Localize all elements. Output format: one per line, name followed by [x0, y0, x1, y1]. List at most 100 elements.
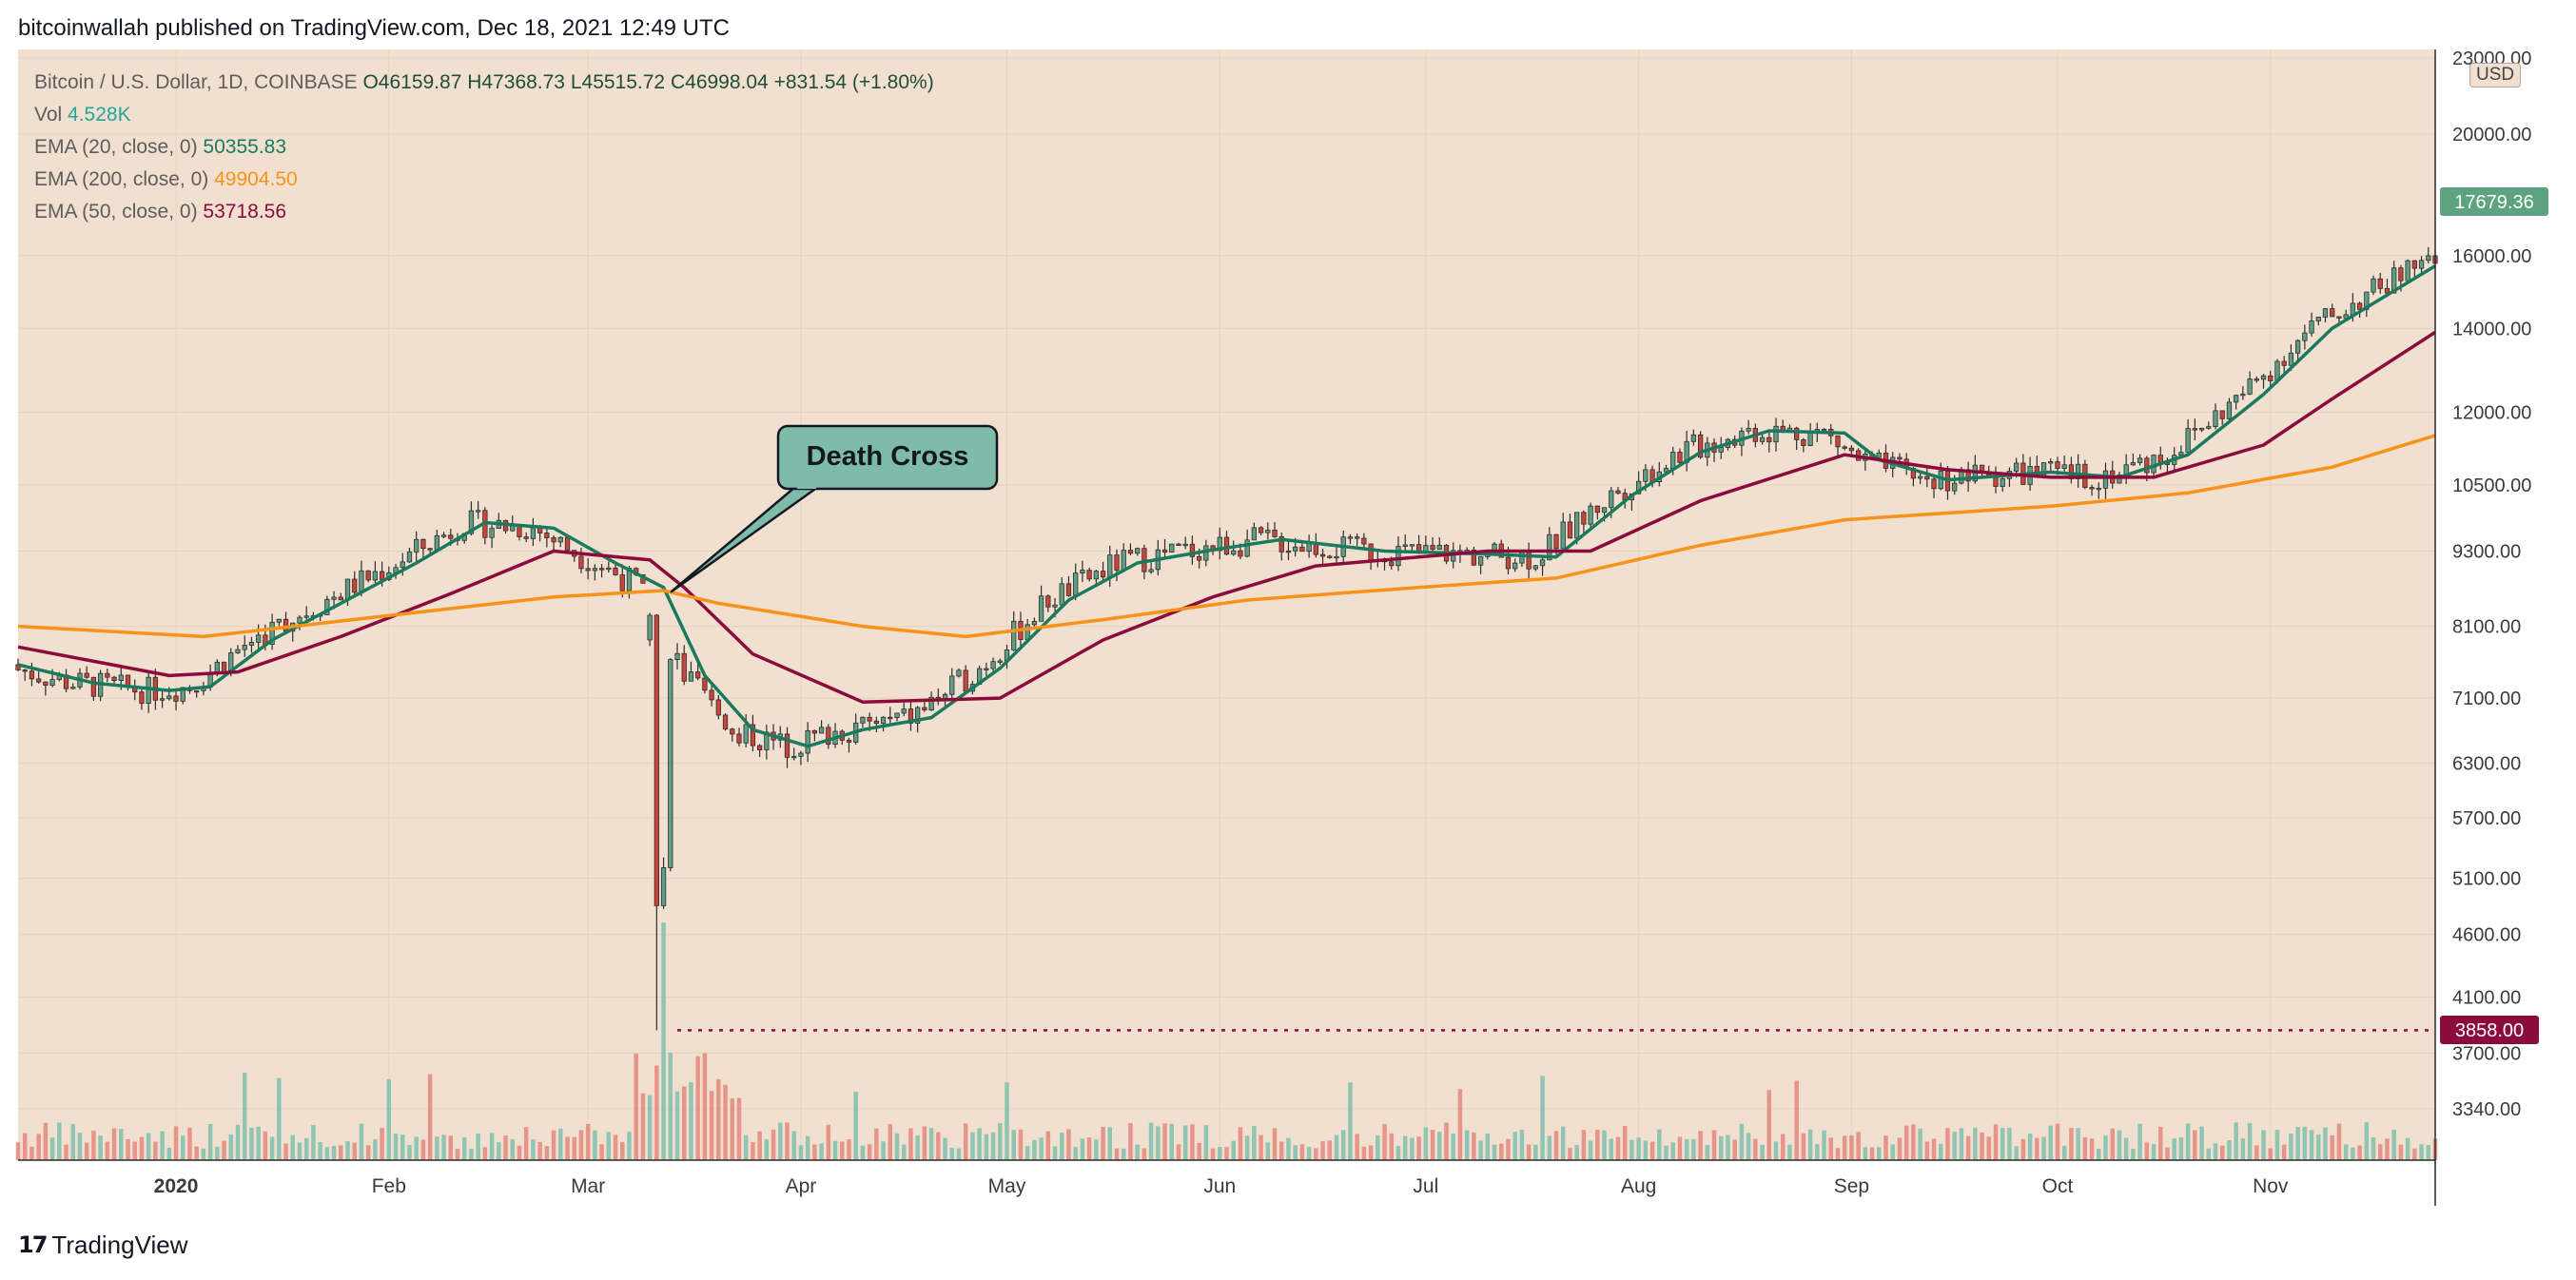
volume-value: 4.528K [68, 104, 131, 126]
ema50-label[interactable]: EMA (50, close, 0) [34, 201, 198, 223]
volume-bar [977, 1128, 982, 1160]
volume-bar [98, 1135, 103, 1160]
candle-body [585, 568, 591, 572]
candle-body [798, 752, 804, 757]
candle-body [1567, 521, 1573, 539]
volume-bar [1101, 1127, 1105, 1160]
candle-body [2288, 352, 2294, 366]
volume-bar [1148, 1122, 1154, 1160]
volume-bar [2391, 1129, 2396, 1160]
candle-body [256, 634, 262, 643]
volume-bar [585, 1123, 591, 1160]
volume-bar [1182, 1125, 1188, 1160]
volume-bar [1581, 1130, 1587, 1160]
volume-bar [867, 1144, 872, 1160]
candle-body [1553, 533, 1559, 550]
candle-body [564, 536, 571, 552]
candle-body [736, 733, 742, 744]
volume-bar [2364, 1122, 2370, 1160]
volume-bar [1560, 1126, 1566, 1160]
volume-bar [1609, 1138, 1613, 1160]
volume-bar [537, 1141, 542, 1160]
candle-body [1643, 469, 1649, 482]
volume-bar [1039, 1137, 1044, 1160]
candle-body [372, 571, 379, 581]
volume-bar [1244, 1135, 1250, 1160]
volume-bar [1156, 1126, 1161, 1160]
volume-bar [627, 1132, 632, 1160]
candle-body [331, 596, 337, 600]
volume-bar [572, 1136, 576, 1160]
volume-bar [668, 1052, 673, 1160]
volume-bar [1231, 1140, 1236, 1160]
volume-bar [215, 1146, 220, 1160]
symbol-label[interactable]: Bitcoin / U.S. Dollar, 1D, COINBASE [34, 71, 358, 93]
axis-unit-badge[interactable]: USD [2469, 63, 2522, 87]
volume-bar [1547, 1135, 1552, 1160]
volume-label[interactable]: Vol [34, 104, 63, 126]
volume-bar [1965, 1135, 1971, 1160]
candle-body [1423, 545, 1429, 553]
volume-bar [420, 1139, 426, 1160]
candle-body [1395, 546, 1401, 567]
candle-body [2061, 464, 2067, 469]
volume-bar [1444, 1122, 1449, 1160]
candle-body [2198, 427, 2205, 431]
volume-bar [709, 1091, 714, 1160]
candle-body [2418, 260, 2425, 269]
volume-bar [2281, 1144, 2287, 1160]
candle-body [379, 571, 385, 580]
volume-bar [1218, 1147, 1222, 1160]
volume-bar [1553, 1131, 1559, 1160]
volume-bar [331, 1146, 337, 1160]
current-price-label: 17679.36 [2454, 192, 2533, 213]
volume-bar [1595, 1130, 1600, 1160]
candle-body [1161, 549, 1168, 553]
volume-bar [723, 1084, 728, 1160]
candle-body [118, 674, 124, 681]
candlestick-series [15, 246, 2438, 1031]
volume-bar [2193, 1130, 2197, 1160]
tradingview-logo-icon: 𝟭𝟳 [18, 1232, 48, 1258]
candle-body [1766, 436, 1772, 443]
y-tick-label: 7100.00 [2452, 688, 2521, 709]
volume-bar [613, 1135, 618, 1160]
candle-body [1011, 620, 1017, 650]
candle-body [997, 660, 1003, 663]
volume-bar [1849, 1135, 1854, 1160]
ema20-label[interactable]: EMA (20, close, 0) [34, 136, 198, 158]
candle-body [365, 570, 371, 581]
candle-body [1842, 446, 1847, 449]
candle-body [1189, 543, 1196, 557]
candle-body [668, 659, 673, 868]
candle-body [1272, 529, 1278, 537]
candle-body [1244, 539, 1250, 557]
volume-bar [2343, 1144, 2349, 1160]
volume-bar [1649, 1141, 1655, 1160]
candle-body [1327, 555, 1333, 558]
ema200-label[interactable]: EMA (200, close, 0) [34, 168, 209, 190]
volume-bar [943, 1137, 947, 1160]
candle-body [2219, 410, 2225, 419]
volume-bar [1897, 1137, 1903, 1160]
volume-bar [64, 1144, 68, 1160]
candle-body [2336, 316, 2342, 319]
tradingview-brand[interactable]: 𝟭𝟳 TradingView [18, 1231, 187, 1260]
volume-bar [1299, 1144, 1305, 1160]
candle-body [248, 641, 255, 646]
volume-bar [1279, 1141, 1284, 1160]
candle-body [1471, 549, 1477, 566]
volume-bar [1451, 1133, 1455, 1160]
volume-bar [1698, 1131, 1703, 1160]
y-tick-label: 6300.00 [2452, 754, 2521, 775]
volume-bar [77, 1133, 83, 1160]
volume-bar [551, 1130, 556, 1160]
candle-body [1663, 468, 1669, 473]
candle-body [36, 678, 42, 683]
candle-body [846, 739, 852, 743]
candle-body [1519, 552, 1525, 564]
open-value: O46159.87 [362, 71, 462, 93]
volume-bar [785, 1122, 790, 1160]
candle-body [235, 649, 241, 653]
